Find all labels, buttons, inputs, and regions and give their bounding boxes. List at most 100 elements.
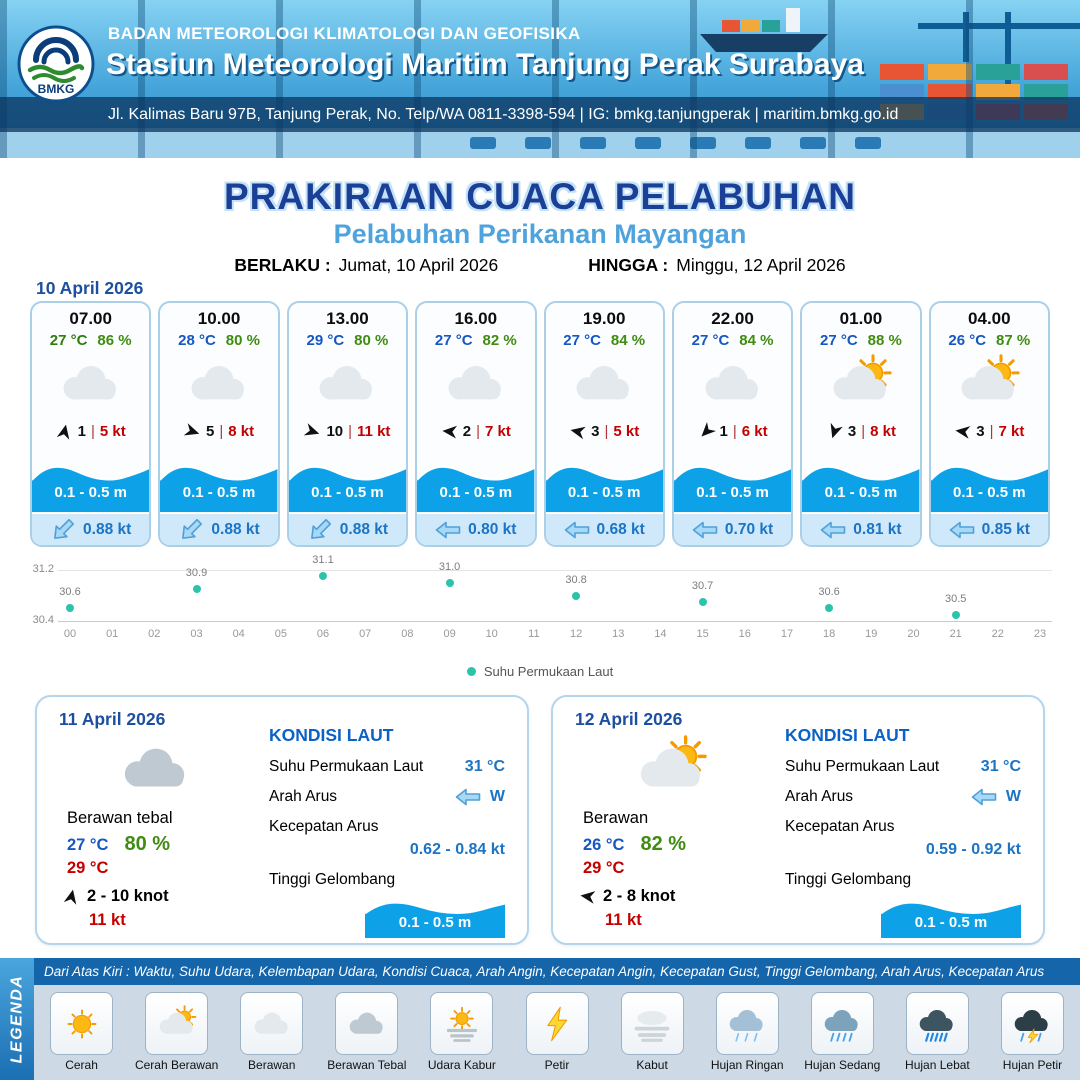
legend-label: Udara Kabur <box>427 1058 496 1072</box>
page-title: PRAKIRAAN CUACA PELABUHAN <box>223 176 857 217</box>
wind-row: 2 - 8 knot <box>579 887 773 906</box>
current-speed: 0.80 kt <box>468 520 517 538</box>
wind-row: 2 | 7 kt <box>417 419 534 443</box>
wind-direction-arrow-icon <box>63 888 80 905</box>
sst-data-label: 31.0 <box>438 560 461 573</box>
sst-data-point <box>192 585 201 594</box>
legend-side-band: LEGENDA <box>0 958 34 1080</box>
hourly-forecast-row: 07.00 27 °C 86 % 1 | 5 kt 0.1 - 0.5 m 0.… <box>30 301 1050 547</box>
weather-icon <box>289 349 406 419</box>
sst-chart: 31.2 30.4 00 01 02 03 04 05 06 07 08 09 10 11 12 13 14 15… <box>0 554 1080 692</box>
wave-height-chip: 0.1 - 0.5 m <box>365 894 505 938</box>
station-name: Stasiun Meteorologi Maritim Tanjung Pera… <box>106 48 864 81</box>
current-direction: W <box>1005 788 1021 805</box>
forecast-time: 07.00 <box>69 309 112 328</box>
sst-data-label: 30.8 <box>565 573 587 586</box>
sst-data-label: 30.6 <box>818 586 840 599</box>
x-tick: 11 <box>528 628 540 640</box>
sst-data-point <box>319 572 327 581</box>
wind-row: 5 | 8 kt <box>160 419 277 443</box>
berlaku-value: Jumat, 10 April 2026 <box>338 255 499 275</box>
wave-height-label: Tinggi Gelombang <box>785 871 912 888</box>
legend-weather-icon <box>430 992 494 1055</box>
wave-height: 0.1 - 0.5 m <box>54 484 127 501</box>
legend-weather-icon <box>810 992 874 1055</box>
legend-weather-icon <box>905 992 969 1055</box>
chart-legend: Suhu Permukaan Laut <box>0 664 1080 679</box>
daily-weather-summary: Berawan 26 °C 82 % 29 °C 2 - 8 knot 11 k… <box>571 731 773 930</box>
x-tick: 05 <box>274 628 288 640</box>
wind-gust: 5 kt <box>99 422 126 440</box>
temp-humidity-row: 26 °C 87 % <box>931 332 1048 349</box>
wave-height: 0.1 - 0.5 m <box>914 914 988 931</box>
current-direction-label: Arah Arus <box>785 788 854 805</box>
current-direction-arrow-icon <box>949 521 975 539</box>
legend-label: Hujan Sedang <box>804 1058 881 1072</box>
current-direction-arrow-icon <box>692 521 718 539</box>
wind-speed: 3 <box>591 422 600 440</box>
daily-forecast-row: 11 April 2026 Berawan tebal 27 °C 80 % 2… <box>35 695 1045 945</box>
wind-divider: | <box>219 422 224 440</box>
x-tick: 22 <box>991 628 1004 640</box>
legend-weather-icon <box>50 992 114 1055</box>
weather-icon <box>160 349 277 419</box>
current-speed: 0.59 - 0.92 kt <box>925 841 1021 858</box>
wind-divider: | <box>348 422 353 440</box>
sea-conditions-title: KONDISI LAUT <box>269 725 394 745</box>
wave-height: 0.1 - 0.5 m <box>439 484 513 501</box>
wind-gust: 7 kt <box>998 422 1025 440</box>
wind-direction-arrow-icon <box>183 422 201 440</box>
weather-icon <box>931 349 1048 419</box>
wave-height: 0.1 - 0.5 m <box>953 484 1026 501</box>
wind-speed: 2 <box>462 422 472 440</box>
sst-data-point <box>572 591 581 600</box>
legend-label: Hujan Lebat <box>905 1058 970 1072</box>
wave-height-band: 0.1 - 0.5 m <box>545 458 663 512</box>
wave-height-row: Tinggi Gelombang <box>785 871 1021 889</box>
sst-data-point <box>698 597 707 606</box>
humidity: 87 % <box>996 332 1031 349</box>
legend-section: LEGENDA Dari Atas Kiri : Waktu, Suhu Uda… <box>0 958 1080 1080</box>
header: Jl. Kalimas Baru 97B, Tanjung Perak, No.… <box>0 0 1080 158</box>
wind-direction-arrow-icon <box>569 423 586 440</box>
wave-height: 0.1 - 0.5 m <box>398 914 472 931</box>
wave-height: 0.1 - 0.5 m <box>311 484 384 501</box>
legend-item: Hujan Lebat <box>890 992 985 1072</box>
legend-item: Hujan Ringan <box>700 992 795 1072</box>
wind-row: 1 | 6 kt <box>674 419 791 443</box>
legend-description: Dari Atas Kiri : Waktu, Suhu Udara, Kele… <box>34 958 1080 985</box>
current-speed-label: Kecepatan Arus <box>785 818 895 835</box>
current-speed: 0.62 - 0.84 kt <box>409 841 505 858</box>
wind-speed: 10 <box>326 422 344 440</box>
wave-height-row: Tinggi Gelombang <box>269 871 505 889</box>
current-direction-row: Arah Arus W <box>785 788 1021 806</box>
crane-icon <box>918 12 1080 96</box>
x-tick: 02 <box>148 628 161 640</box>
hourly-forecast-card: 19.00 27 °C 84 % 3 | 5 kt 0.1 - 0.5 m 0.… <box>543 301 665 547</box>
legend-weather-icon <box>240 992 304 1055</box>
daily-forecast-card: 12 April 2026 Berawan 26 °C 82 % 29 °C 2… <box>551 695 1045 945</box>
wind-gust: 11 kt <box>357 422 391 440</box>
weather-icon <box>417 349 534 419</box>
wave-height: 0.1 - 0.5 m <box>824 484 898 501</box>
legend-item: Udara Kabur <box>414 992 509 1072</box>
legend-dot-icon <box>466 667 476 676</box>
legend-weather-icon <box>145 992 209 1055</box>
current-direction: W <box>489 788 505 805</box>
current-speed-row: Kecepatan Arus <box>785 818 1021 836</box>
current-speed: 0.85 kt <box>981 520 1030 538</box>
daily-forecast-card: 11 April 2026 Berawan tebal 27 °C 80 % 2… <box>35 695 529 945</box>
x-tick: 18 <box>822 628 836 640</box>
hourly-forecast-card: 01.00 27 °C 88 % 3 | 8 kt 0.1 - 0.5 m 0.… <box>800 301 922 547</box>
legend-label: Hujan Petir <box>1002 1058 1063 1072</box>
temp-humidity-row: 28 °C 80 % <box>160 332 277 349</box>
max-temperature: 29 °C <box>583 859 625 877</box>
sea-conditions: KONDISI LAUT Suhu Permukaan Laut 31 °C A… <box>785 725 1021 938</box>
daily-date: 11 April 2026 <box>59 709 166 729</box>
weather-condition: Berawan tebal <box>67 809 173 827</box>
wind-speed-range: 2 - 10 knot <box>87 887 169 905</box>
x-tick: 12 <box>569 628 583 640</box>
sea-conditions-title: KONDISI LAUT <box>785 725 910 745</box>
current-direction-arrow-icon <box>307 518 333 539</box>
legend-label: Cerah <box>65 1058 98 1072</box>
